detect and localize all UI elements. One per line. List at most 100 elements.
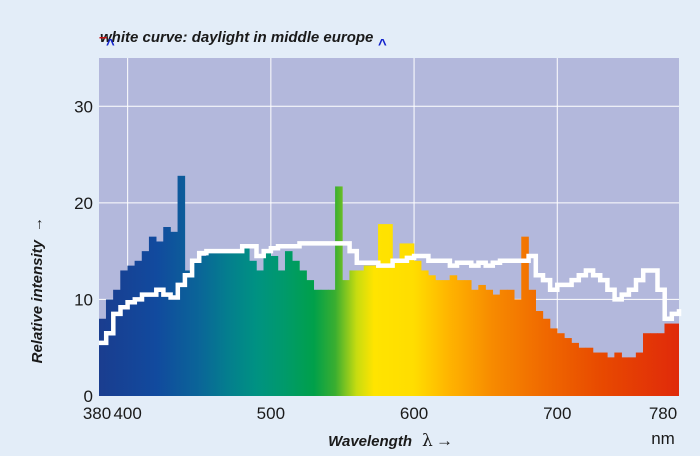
spectrum-bar	[650, 333, 658, 396]
x-tick-label: 500	[257, 404, 285, 423]
spectrum-bar	[628, 357, 637, 396]
y-tick-label: 10	[74, 290, 93, 309]
spectrum-bar	[557, 333, 565, 396]
spectrum-bar	[492, 294, 501, 396]
spectrum-bar	[621, 357, 630, 396]
spectrum-bar	[277, 270, 286, 396]
x-tick-label: 400	[113, 404, 141, 423]
spectrum-bar	[335, 186, 343, 396]
spectrum-bar	[148, 236, 157, 396]
spectrum-bar	[671, 323, 679, 396]
spectrum-bar	[607, 357, 615, 396]
spectrum-bar	[363, 265, 372, 396]
spectrum-bar	[270, 255, 279, 396]
spectrum-bar	[327, 289, 336, 396]
y-axis-title: Relative intensity →	[29, 217, 46, 363]
spectrum-bar	[578, 347, 587, 396]
x-axis-symbol: λ	[422, 431, 433, 451]
spectrum-bar	[134, 260, 143, 396]
y-axis-label: Relative intensity	[29, 239, 46, 363]
spectrum-bar	[635, 352, 644, 396]
spectrum-bar	[506, 289, 515, 396]
spectrum-bar	[664, 323, 673, 396]
spectrum-bar	[456, 280, 465, 396]
spectrum-bar	[514, 299, 522, 396]
spectrum-bar	[521, 236, 529, 396]
annotation-caret-2: ^	[378, 36, 387, 53]
spectrum-bar	[600, 352, 608, 396]
x-tick-label: 780	[649, 404, 677, 423]
spectrum-bar	[284, 251, 293, 396]
x-tick-label: 380	[83, 404, 111, 423]
spectrum-bar	[170, 231, 178, 396]
spectrum-bar	[120, 270, 128, 396]
spectrum-bar	[478, 284, 486, 396]
spectrum-bar	[105, 299, 114, 396]
spectrum-bar	[535, 311, 544, 396]
spectrum-bar	[163, 227, 171, 396]
spectrum-bar	[320, 289, 329, 396]
spectrum-bar	[227, 251, 236, 396]
x-tick-label: 700	[543, 404, 571, 423]
spectrum-bar	[585, 347, 594, 396]
spectrum-bar	[213, 251, 221, 396]
spectrum-bar	[220, 251, 229, 396]
spectrum-bar	[385, 224, 393, 396]
spectrum-bar	[292, 260, 300, 396]
y-tick-label: 20	[74, 194, 93, 213]
annotation-text: white curve: daylight in middle europe	[100, 29, 373, 46]
spectrum-bar	[499, 289, 508, 396]
spectrum-bar	[428, 275, 436, 396]
spectrum-bar	[191, 260, 200, 396]
spectrum-bar	[485, 289, 494, 396]
x-axis-unit: nm	[651, 429, 675, 448]
spectrum-bar	[306, 280, 315, 396]
spectrum-bar	[392, 260, 400, 396]
spectrum-bar	[356, 270, 365, 396]
y-axis-arrow: →	[29, 217, 46, 232]
spectrum-bar	[141, 251, 150, 396]
spectrum-bar	[614, 352, 622, 396]
spectrum-bar	[642, 333, 651, 396]
spectrum-bar	[592, 352, 601, 396]
spectrum-bar	[156, 241, 164, 396]
x-tick-label: 600	[400, 404, 428, 423]
spectrum-bar	[421, 270, 429, 396]
y-tick-label: 0	[84, 387, 93, 406]
annotation-caret-1: ^	[106, 36, 115, 53]
spectrum-bar	[242, 246, 250, 396]
annotation-red-mark: –	[99, 29, 107, 46]
spectrum-bar	[471, 289, 479, 396]
spectrum-bar	[657, 333, 665, 396]
y-tick-label: 30	[74, 97, 93, 116]
spectrum-bar	[370, 265, 379, 396]
spectrum-bar	[349, 270, 357, 396]
x-axis-label: Wavelength	[328, 433, 412, 450]
spectrum-bar	[564, 338, 572, 396]
x-axis-arrow: →	[436, 431, 453, 450]
spectrum-bar	[413, 260, 422, 396]
spectrum-bar	[113, 289, 121, 396]
spectrum-bar	[542, 318, 551, 396]
spectrum-bar	[435, 280, 443, 396]
spectrum-bar	[442, 280, 451, 396]
y-tick-labels: 0 10 20 30	[74, 97, 93, 406]
daylight-curve	[99, 241, 682, 346]
spectrum-bar	[199, 255, 207, 396]
spectrum-bar	[206, 251, 214, 396]
spectrum-bar	[184, 270, 193, 396]
spectrum-bar	[234, 251, 243, 396]
spectrum-bar	[127, 265, 136, 396]
spectrum-bar	[378, 224, 386, 396]
spectrum-bar	[313, 289, 322, 396]
spectrum-bar	[406, 243, 415, 396]
spectrum-bar	[256, 270, 264, 396]
spectrum-bar	[549, 328, 558, 396]
spectrum-bar	[463, 280, 472, 396]
spectrum-bar	[249, 260, 257, 396]
x-tick-labels: 380 400 500 600 700 780	[83, 404, 677, 423]
spectrum-bar	[449, 275, 458, 396]
spectrum-bar	[571, 342, 579, 396]
spectrum-bar	[399, 243, 408, 396]
